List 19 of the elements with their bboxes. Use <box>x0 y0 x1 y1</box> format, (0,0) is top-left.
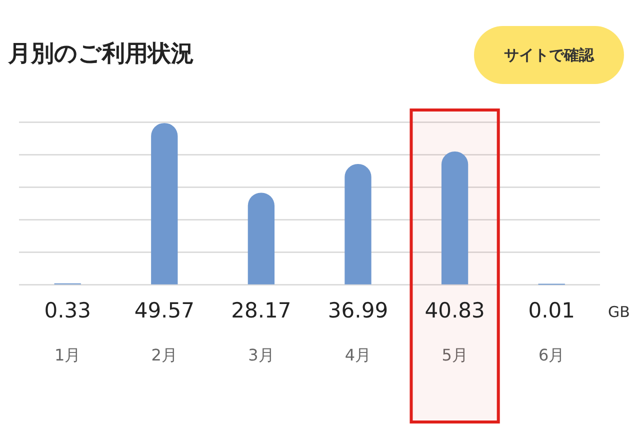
x-tick-label: 5月 <box>442 346 468 365</box>
bar <box>248 192 275 284</box>
bar <box>151 123 178 284</box>
x-tick-label: 1月 <box>54 346 81 365</box>
x-tick-label: 2月 <box>151 346 178 365</box>
data-label: 40.83 <box>424 298 485 322</box>
data-label: 0.01 <box>528 298 575 322</box>
data-label: 36.99 <box>328 298 388 322</box>
chart-title: 月別のご利用状況 <box>8 40 194 69</box>
text: サイトで確認 <box>474 26 624 84</box>
data-label: 49.57 <box>134 298 194 322</box>
text: GB <box>608 302 630 321</box>
bar <box>344 164 372 284</box>
x-tick-label: 3月 <box>248 346 274 365</box>
x-tick-label: 4月 <box>344 346 372 365</box>
x-tick-label: 6月 <box>538 346 565 365</box>
data-label: 0.33 <box>44 298 91 322</box>
data-label: 28.17 <box>231 298 292 322</box>
bar <box>441 152 468 284</box>
